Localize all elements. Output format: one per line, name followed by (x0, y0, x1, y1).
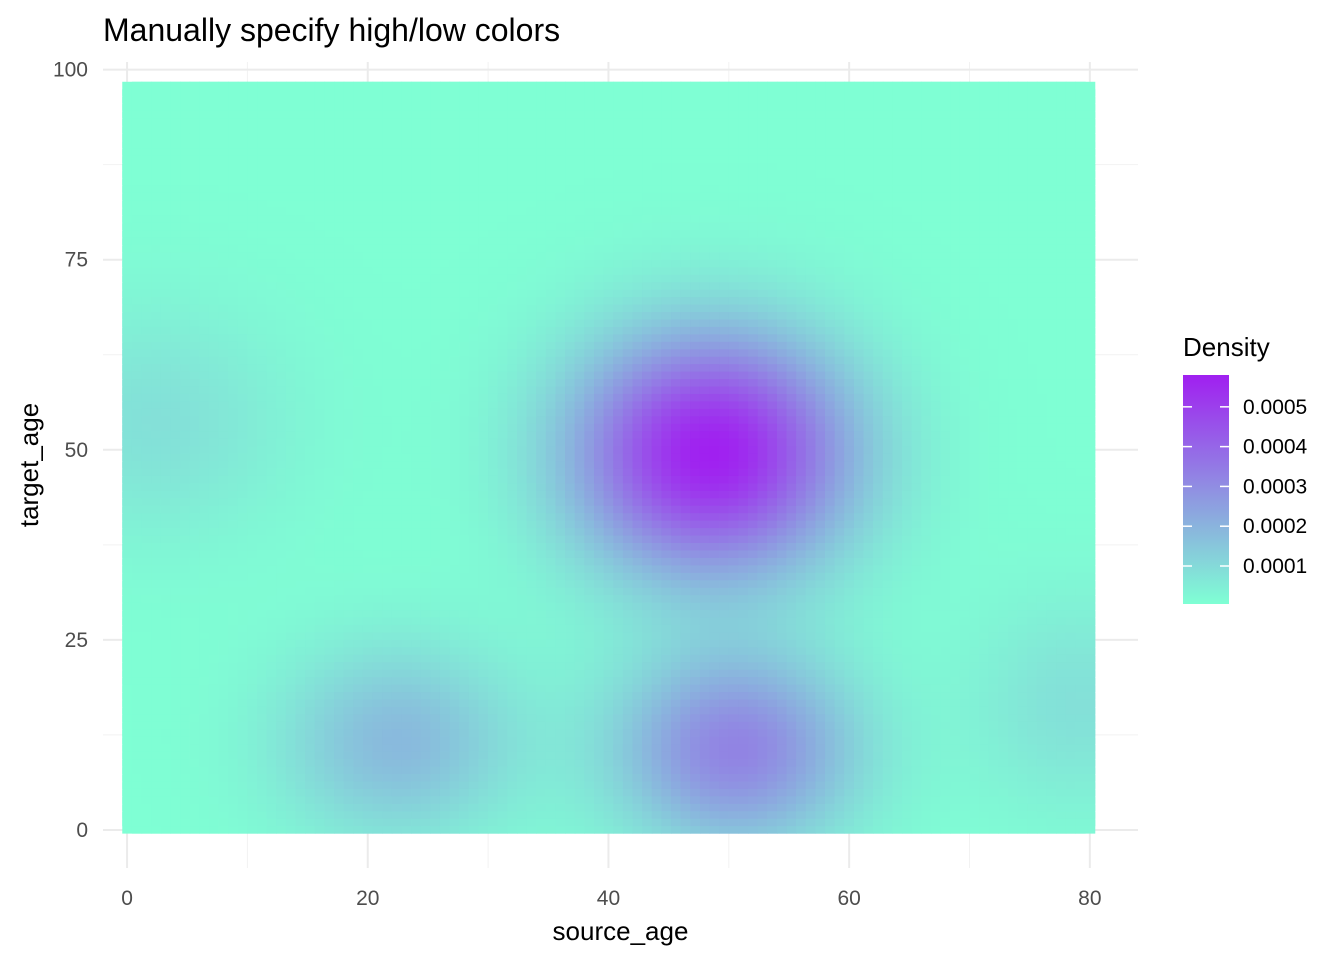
plot-panel (103, 62, 1138, 868)
chart-title: Manually specify high/low colors (103, 12, 560, 48)
density-tiles (122, 81, 1096, 834)
